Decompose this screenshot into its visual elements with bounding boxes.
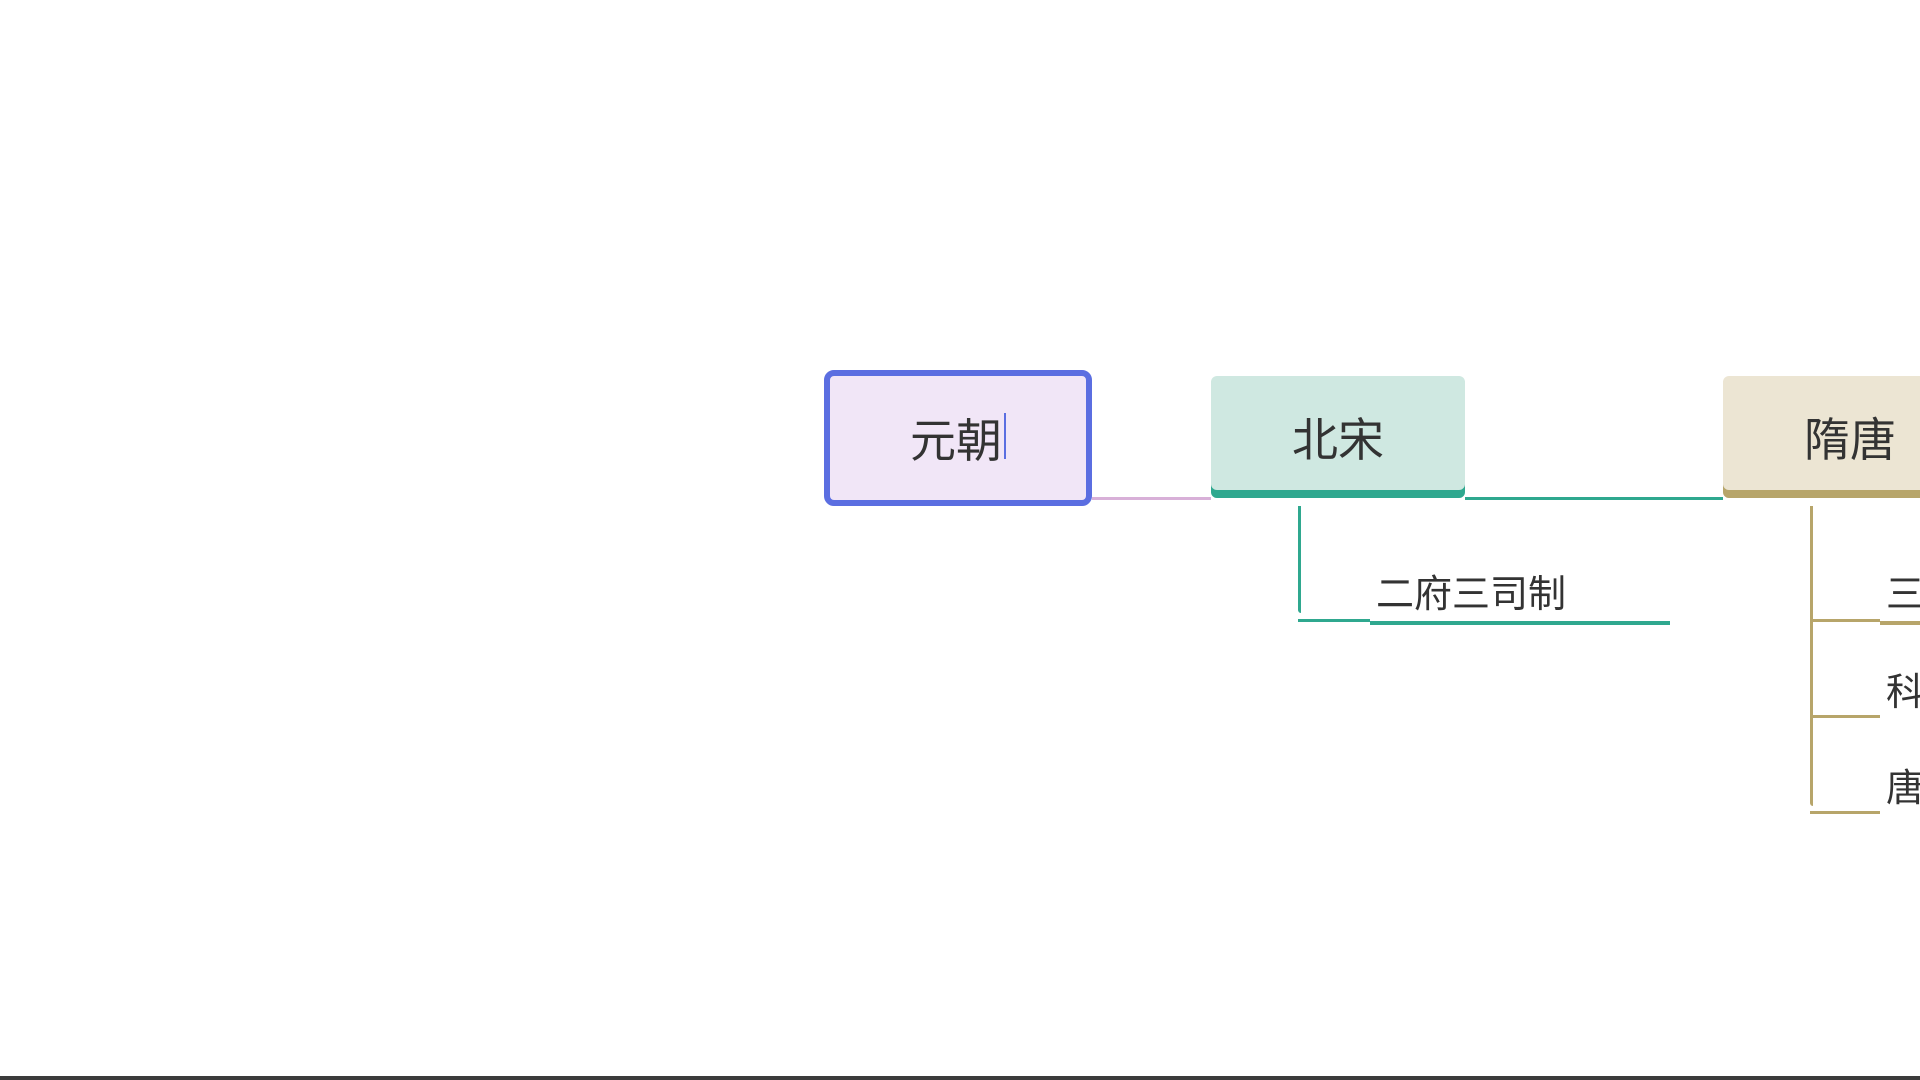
edge-suitang-branch-v — [1810, 506, 1813, 806]
node-beisong[interactable]: 北宋 — [1211, 376, 1465, 498]
edge-beisong-branch-h — [1298, 619, 1370, 622]
edge-yuan-beisong — [1092, 497, 1211, 500]
edge-suitang-branch-h1 — [1810, 619, 1880, 622]
edge-beisong-branch-v — [1298, 506, 1301, 613]
node-sui-child1[interactable]: 三 — [1880, 559, 1920, 625]
text-caret-icon — [1004, 413, 1006, 459]
edge-suitang-branch-h2 — [1810, 715, 1880, 718]
edge-beisong-suitang — [1465, 497, 1723, 500]
edge-suitang-branch-h3 — [1810, 811, 1880, 814]
node-beisong-label: 北宋 — [1292, 404, 1384, 470]
node-yuan[interactable]: 元朝 — [824, 370, 1092, 506]
node-erfu-label: 二府三司制 — [1376, 563, 1566, 618]
node-sui-child1-label: 三 — [1886, 563, 1920, 618]
node-sui-child2-label: 科 — [1886, 661, 1920, 716]
node-sui-child3[interactable]: 唐 — [1880, 751, 1920, 817]
node-sui-child2[interactable]: 科 — [1880, 655, 1920, 721]
node-suitang-label: 隋唐 — [1804, 404, 1896, 470]
node-suitang[interactable]: 隋唐 — [1723, 376, 1920, 498]
bottom-bar — [0, 1076, 1920, 1080]
node-yuan-label: 元朝 — [910, 405, 1002, 471]
node-sui-child3-label: 唐 — [1886, 757, 1920, 812]
node-erfu[interactable]: 二府三司制 — [1370, 559, 1670, 625]
mindmap-canvas[interactable]: 元朝 北宋 隋唐 二府三司制 三 科 唐 — [0, 0, 1920, 1080]
